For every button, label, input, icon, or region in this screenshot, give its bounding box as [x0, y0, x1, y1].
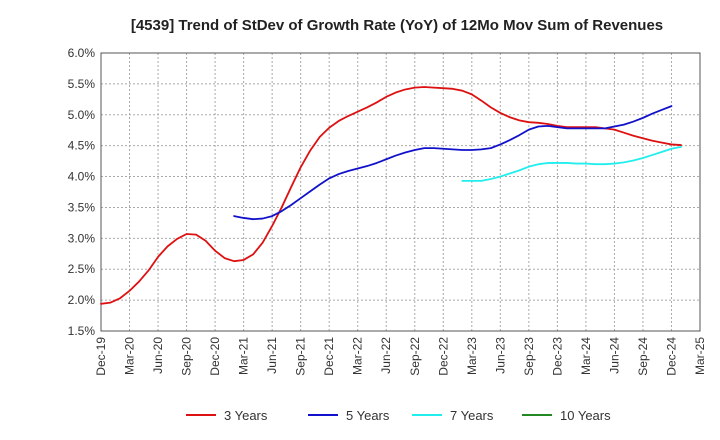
series-line-5-years [233, 105, 673, 221]
x-tick-label: Mar-21 [237, 337, 251, 375]
x-tick-label: Dec-23 [550, 337, 564, 376]
legend-label: 3 Years [224, 408, 268, 423]
series-lines [100, 86, 682, 305]
x-tick-label: Mar-23 [465, 337, 479, 375]
plot-area-frame [100, 52, 701, 332]
y-tick-label: 6.0% [68, 46, 96, 60]
y-tick-label: 2.5% [68, 262, 96, 276]
x-tick-label: Sep-24 [636, 337, 650, 376]
series-line-3-years [100, 86, 682, 305]
chart-title: [4539] Trend of StDev of Growth Rate (Yo… [131, 17, 663, 34]
series-line-7-years [461, 145, 682, 182]
x-tick-label: Sep-20 [180, 337, 194, 376]
y-tick-label: 3.0% [68, 231, 96, 245]
x-tick-label: Sep-21 [294, 337, 308, 376]
y-tick-label: 4.5% [68, 139, 96, 153]
x-tick-label: Dec-24 [664, 337, 678, 376]
y-axis-tick-labels: 6.0% 5.5% 5.0% 4.5% 4.0% 3.5% 3.0% 2.5% 2.0% 1.5% [68, 46, 96, 338]
y-tick-label: 4.0% [68, 170, 96, 184]
x-tick-label: Mar-25 [693, 337, 707, 375]
legend-label: 10 Years [560, 408, 611, 423]
x-tick-label: Dec-20 [208, 337, 222, 376]
x-tick-label: Sep-23 [522, 337, 536, 376]
x-tick-label: Dec-22 [436, 337, 450, 376]
x-tick-label: Jun-24 [607, 337, 621, 374]
y-tick-label: 3.5% [68, 200, 96, 214]
x-tick-label: Sep-22 [408, 337, 422, 376]
x-tick-label: Jun-22 [379, 337, 393, 374]
y-tick-label: 5.0% [68, 108, 96, 122]
x-tick-label: Mar-20 [123, 337, 137, 375]
x-tick-label: Jun-23 [493, 337, 507, 374]
y-tick-label: 1.5% [68, 324, 96, 338]
y-tick-label: 2.0% [68, 293, 96, 307]
x-tick-label: Jun-21 [265, 337, 279, 374]
legend-label: 7 Years [450, 408, 494, 423]
legend: 3 Years 5 Years 7 Years 10 Years [186, 408, 611, 423]
y-tick-label: 5.5% [68, 77, 96, 91]
x-tick-label: Mar-22 [351, 337, 365, 375]
legend-label: 5 Years [346, 408, 390, 423]
x-tick-label: Mar-24 [579, 337, 593, 375]
x-tick-label: Jun-20 [151, 337, 165, 374]
x-axis-tick-labels: Dec-19 Mar-20 Jun-20 Sep-20 Dec-20 Mar-21 Jun-… [94, 337, 707, 376]
x-tick-label: Dec-19 [94, 337, 108, 376]
x-tick-label: Dec-21 [322, 337, 336, 376]
